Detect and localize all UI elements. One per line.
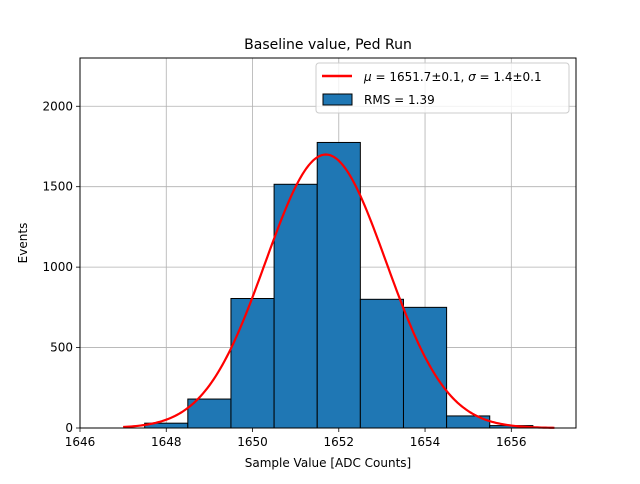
- legend-sigma-symbol: σ: [468, 70, 476, 84]
- legend-fit-label: μ = 1651.7±0.1, σ = 1.4±0.1: [363, 70, 542, 84]
- y-tick-label: 500: [50, 341, 73, 355]
- legend-box: [315, 62, 570, 114]
- legend-hist-swatch: [322, 93, 353, 106]
- x-tick-label: 1656: [496, 435, 527, 449]
- x-tick-label: 1654: [410, 435, 441, 449]
- x-tick-label: 1646: [65, 435, 96, 449]
- x-tick-label: 1652: [324, 435, 355, 449]
- plot-frame: [79, 57, 577, 429]
- legend-hist-label: RMS = 1.39: [364, 93, 435, 107]
- fit-layer: [123, 153, 555, 429]
- legend: μ = 1651.7±0.1, σ = 1.4±0.1 RMS = 1.39: [315, 62, 570, 114]
- y-tick-label: 0: [65, 421, 73, 435]
- x-axis-label: Sample Value [ADC Counts]: [245, 456, 411, 470]
- legend-sigma-value: = 1.4±0.1: [476, 70, 542, 84]
- histogram-bar: [230, 298, 275, 429]
- chart-title: Baseline value, Ped Run: [244, 37, 412, 53]
- y-tick-label: 1500: [42, 180, 73, 194]
- y-tick-label: 1000: [42, 260, 73, 274]
- x-tick-label: 1648: [151, 435, 182, 449]
- y-tick-label: 2000: [42, 99, 73, 113]
- ticks-layer: 1646 1648 1650 1652 1654 1656 0 500 1000 1500 2000: [42, 99, 526, 449]
- gaussian-fit-curve: [123, 153, 555, 429]
- histogram-bar: [316, 141, 361, 429]
- y-axis-label: Events: [16, 223, 30, 264]
- x-tick-label: 1650: [237, 435, 268, 449]
- histogram-bar: [359, 298, 404, 429]
- histogram-bar: [273, 183, 318, 429]
- legend-mu-value: = 1651.7±0.1,: [372, 70, 468, 84]
- legend-mu-symbol: μ: [363, 70, 372, 84]
